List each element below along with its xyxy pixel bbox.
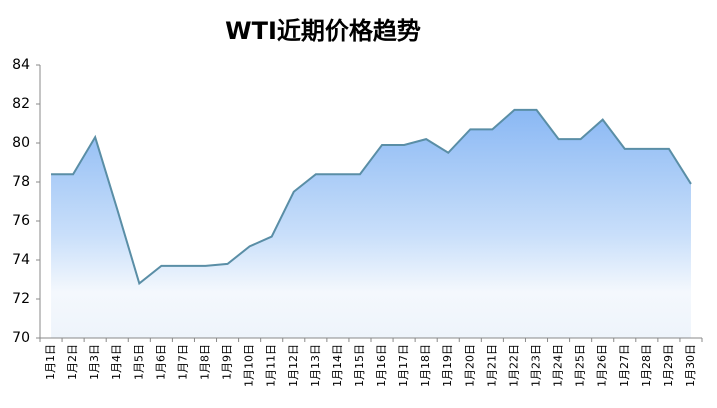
x-tick-label: 1月11日 [265, 344, 278, 387]
x-tick-label: 1月2日 [66, 344, 79, 380]
x-tick-label: 1月13日 [309, 344, 322, 387]
x-tick-label: 1月18日 [419, 344, 432, 387]
x-tick-label: 1月22日 [507, 344, 520, 387]
x-tick-label: 1月27日 [618, 344, 631, 387]
x-tick-label: 1月4日 [110, 344, 123, 380]
x-tick-label: 1月16日 [375, 344, 388, 387]
x-tick-label: 1月30日 [684, 344, 697, 387]
x-tick-label: 1月28日 [640, 344, 653, 387]
x-tick-label: 1月1日 [44, 344, 57, 380]
x-tick-label: 1月24日 [552, 344, 565, 387]
x-tick-label: 1月25日 [574, 344, 587, 387]
x-tick-label: 1月14日 [331, 344, 344, 387]
x-tick-label: 1月3日 [88, 344, 101, 380]
x-tick-label: 1月6日 [154, 344, 167, 380]
x-tick-label: 1月5日 [132, 344, 145, 380]
x-tick-label: 1月20日 [463, 344, 476, 387]
y-tick-label: 76 [12, 213, 30, 229]
x-tick-label: 1月9日 [221, 344, 234, 380]
x-tick-label: 1月19日 [441, 344, 454, 387]
x-tick-label: 1月29日 [662, 344, 675, 387]
x-tick-label: 1月15日 [353, 344, 366, 387]
x-tick-label: 1月8日 [199, 344, 212, 380]
line [51, 108, 692, 286]
y-tick-label: 74 [12, 252, 30, 268]
y-tick-label: 84 [12, 57, 30, 73]
x-tick-label: 1月21日 [485, 344, 498, 387]
y-tick-label: 70 [12, 330, 30, 346]
y-tick-label: 72 [12, 291, 30, 307]
y-tick-label: 82 [12, 96, 30, 112]
y-tick-label: 78 [12, 174, 30, 190]
x-tick-label: 1月17日 [397, 344, 410, 387]
x-tick-label: 1月10日 [243, 344, 256, 387]
x-tick-label: 1月23日 [530, 344, 543, 387]
chart-title: WTI近期价格趋势 [225, 17, 421, 45]
x-tick-label: 1月26日 [596, 344, 609, 387]
y-tick-label: 80 [12, 135, 30, 151]
x-tick-label: 1月12日 [287, 344, 300, 387]
x-tick-label: 1月7日 [176, 344, 189, 380]
area [51, 109, 691, 338]
